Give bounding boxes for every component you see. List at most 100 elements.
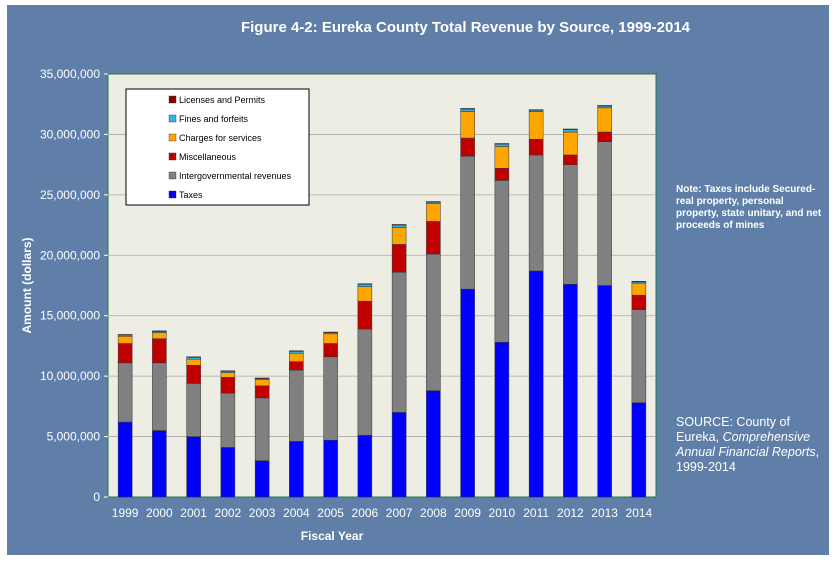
bar-segment [117, 336, 133, 344]
bar-segment [391, 271, 407, 413]
bar-segment [323, 333, 338, 344]
bar-segment [254, 385, 270, 399]
bar-segment [631, 309, 647, 403]
bar-segment [323, 439, 338, 498]
bar-segment [528, 111, 544, 140]
bar-segment [528, 270, 544, 498]
bars [117, 105, 647, 498]
bar-segment [563, 129, 578, 133]
bar-segment [152, 430, 167, 498]
bar-segment [117, 334, 133, 336]
x-tick-label: 2014 [626, 506, 653, 520]
bar-segment [631, 294, 647, 310]
bar-segment [220, 392, 236, 448]
bar-segment [563, 128, 578, 130]
y-tick-label: 10,000,000 [40, 369, 100, 383]
bar-segment [357, 283, 373, 285]
bar-segment [563, 154, 578, 165]
bar-segment [117, 362, 133, 423]
bar-segment [597, 131, 612, 142]
bar-segment [220, 377, 236, 394]
bar-segment [597, 105, 612, 109]
x-axis-ticks: 1999 2000 2001 2002 2003 2004 2005 2006 2007 2008… [112, 506, 653, 520]
bar-segment [391, 227, 407, 245]
x-tick-label: 2007 [386, 506, 413, 520]
chart-title: Figure 4-2: Eureka County Total Revenue … [240, 19, 691, 36]
bar-segment [357, 328, 373, 436]
y-tick-label: 5,000,000 [47, 430, 101, 444]
x-tick-label: 2001 [180, 506, 207, 520]
bar-segment [460, 155, 475, 290]
bar-segment [563, 284, 578, 498]
bar-segment [254, 379, 270, 387]
bar-segment [494, 168, 510, 181]
bar-segment [460, 108, 475, 112]
legend-swatch [168, 114, 177, 123]
bar-segment [426, 203, 441, 222]
bar-segment [426, 201, 441, 203]
bar-segment [631, 402, 647, 498]
bar-segment [494, 146, 510, 169]
bar-segment [186, 357, 201, 360]
x-tick-label: 2002 [215, 506, 242, 520]
x-tick-label: 2008 [420, 506, 447, 520]
source-suffix: , 1999-2014 [676, 445, 820, 474]
x-tick-label: 2000 [146, 506, 173, 520]
bar-segment [460, 111, 475, 139]
figure-frame: Figure 4-2: Eureka County Total Revenue … [7, 5, 829, 555]
bar-segment [152, 338, 167, 364]
bar-segment [323, 343, 338, 358]
x-tick-label: 2012 [557, 506, 584, 520]
bar-segment [117, 343, 133, 364]
bar-segment [289, 369, 304, 442]
bar-segment [357, 435, 373, 498]
x-tick-label: 2006 [352, 506, 379, 520]
legend-swatch [168, 190, 177, 199]
bar-segment [186, 436, 201, 498]
x-axis-label: Fiscal Year [301, 529, 364, 543]
bar-segment [597, 141, 612, 286]
bar-segment [186, 365, 201, 384]
bar-segment [323, 356, 338, 441]
bar-segment [597, 285, 612, 498]
bar-segment [391, 224, 407, 228]
legend-label: Fines and forfeits [179, 114, 249, 124]
bar-segment [289, 352, 304, 362]
legend: Licenses and Permits Fines and forfeits Ch… [125, 88, 310, 206]
bar-segment [186, 358, 201, 366]
note-text: Note: Taxes include Secured-real propert… [676, 184, 822, 231]
legend-swatch [168, 95, 177, 104]
x-tick-label: 2010 [489, 506, 516, 520]
bar-segment [597, 105, 612, 107]
y-tick-label: 20,000,000 [40, 248, 100, 262]
legend-swatch [168, 152, 177, 161]
y-tick-label: 25,000,000 [40, 188, 100, 202]
bar-segment [528, 109, 544, 111]
legend-swatch [168, 171, 177, 180]
source-publication: Comprehensive Annual Financial Reports [676, 430, 816, 459]
bar-segment [220, 370, 236, 372]
stacked-bar-chart: 0 5,000,000 10,000,000 15,000,000 20,000,000… [20, 67, 657, 543]
x-tick-label: 2004 [283, 506, 310, 520]
bar-segment [289, 350, 304, 352]
bar-segment [357, 286, 373, 302]
bar-segment [494, 143, 510, 147]
bar-segment [494, 143, 510, 145]
legend-label: Taxes [179, 190, 203, 200]
bar-segment [391, 412, 407, 498]
bar-segment [391, 244, 407, 273]
bar-segment [186, 383, 201, 437]
bar-segment [494, 342, 510, 498]
source-text: SOURCE: County of Eureka, Comprehensive … [676, 415, 826, 475]
bar-segment [426, 390, 441, 498]
bar-segment [254, 377, 270, 379]
bar-segment [289, 361, 304, 371]
y-axis-ticks: 0 5,000,000 10,000,000 15,000,000 20,000,000… [40, 67, 108, 504]
bar-segment [391, 224, 407, 226]
bar-segment [357, 284, 373, 287]
bar-segment [289, 351, 304, 354]
x-tick-label: 2011 [523, 506, 549, 520]
bar-segment [460, 108, 475, 110]
bar-segment [631, 281, 647, 283]
x-tick-label: 2009 [454, 506, 481, 520]
